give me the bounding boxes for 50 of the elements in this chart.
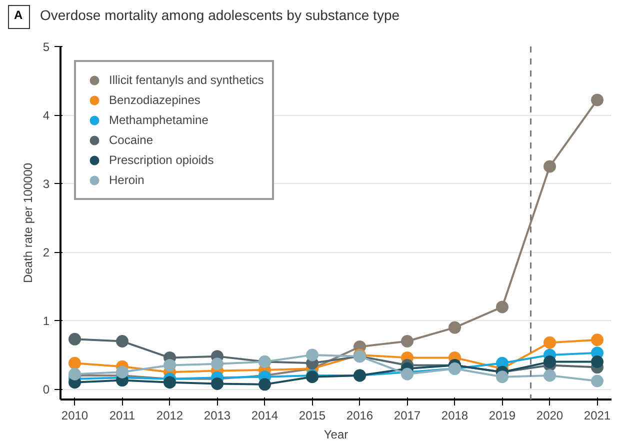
point (211, 377, 224, 390)
point (401, 335, 414, 348)
legend-label: Heroin (109, 173, 144, 187)
point (496, 370, 508, 384)
x-tick-label: 2019 (488, 408, 516, 422)
point (544, 369, 556, 382)
point (544, 336, 556, 349)
x-axis-title: Year (324, 428, 348, 442)
point (448, 321, 461, 334)
y-tick-label: 5 (42, 40, 50, 54)
y-tick-label: 2 (42, 246, 50, 260)
point (258, 378, 271, 391)
point (116, 335, 128, 348)
legend-label: Benzodiazepines (109, 93, 200, 107)
y-tick-label: 4 (42, 108, 50, 123)
x-tick-label: 2018 (441, 408, 468, 422)
legend-label: Cocaine (109, 133, 154, 147)
point (164, 376, 176, 389)
x-tick-label: 2013 (204, 408, 231, 422)
x-tick-label: 2015 (298, 408, 326, 422)
point (496, 300, 508, 314)
x-tick-label: 2011 (109, 408, 136, 422)
y-tick-label: 0 (42, 382, 50, 397)
x-tick-label: 2021 (584, 408, 611, 422)
point (116, 366, 128, 378)
legend-label: Methamphetamine (109, 113, 208, 127)
point (591, 94, 604, 106)
point (591, 334, 604, 346)
y-tick-label: 1 (42, 314, 50, 328)
x-tick-label: 2020 (536, 408, 564, 422)
point (164, 358, 176, 372)
text: A (14, 7, 23, 24)
point (306, 348, 318, 362)
point (544, 356, 556, 368)
chart-title: Overdose mortality among adolescents by substance type (40, 6, 400, 25)
x-tick-label: 2012 (156, 408, 184, 422)
x-tick-label: 2010 (61, 408, 88, 422)
legend-label: Illicit fentanyls and synthetics (109, 73, 264, 87)
point (591, 356, 604, 368)
x-tick-label: 2017 (394, 408, 421, 422)
legend-label: Prescription opioids (109, 153, 214, 167)
point (68, 332, 81, 346)
y-axis-title: Death rate per 100000 (20, 162, 35, 284)
x-tick-label: 2016 (346, 408, 374, 422)
point (591, 374, 604, 388)
x-tick-label: 2014 (251, 408, 278, 422)
point (68, 356, 81, 370)
point (544, 160, 556, 173)
point (211, 358, 224, 370)
y-tick-label: 3 (42, 177, 50, 192)
